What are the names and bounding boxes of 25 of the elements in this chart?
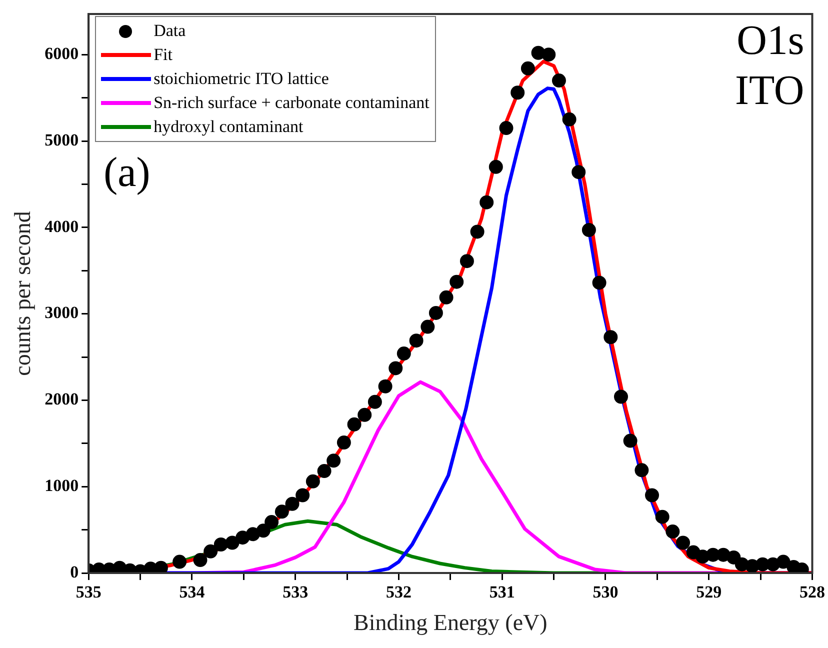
annotation: O1s: [736, 18, 804, 64]
x-tick-label: 528: [800, 582, 825, 602]
y-tick-label: 4000: [44, 216, 79, 236]
legend-label: stoichiometric ITO lattice: [154, 68, 329, 90]
x-tick-label: 529: [696, 582, 722, 602]
y-tick-label: 2000: [44, 390, 79, 409]
y-tick-label: 3000: [44, 303, 79, 322]
y-tick-label: 5000: [44, 130, 79, 150]
x-axis-title: Binding Energy (eV): [354, 610, 548, 636]
legend-label: Data: [154, 20, 186, 42]
legend-label: Sn-rich surface + carbonate contaminant: [154, 92, 430, 114]
legend-label: hydroxyl contaminant: [154, 116, 304, 138]
annotation: ITO: [735, 68, 804, 114]
y-axis-title: counts per second: [10, 210, 35, 376]
annotation: (a): [104, 150, 150, 196]
x-tick-label: 534: [179, 582, 206, 602]
x-tick-label: 530: [592, 582, 618, 602]
x-tick-label: 535: [76, 582, 102, 602]
x-tick-label: 531: [489, 582, 515, 602]
y-tick-label: 6000: [44, 44, 79, 63]
x-tick-label: 533: [282, 582, 308, 602]
y-tick-label: 1000: [44, 476, 79, 495]
x-tick-label: 532: [386, 582, 412, 602]
y-tick-label: 0: [70, 562, 79, 582]
legend-label: Fit: [154, 44, 172, 66]
